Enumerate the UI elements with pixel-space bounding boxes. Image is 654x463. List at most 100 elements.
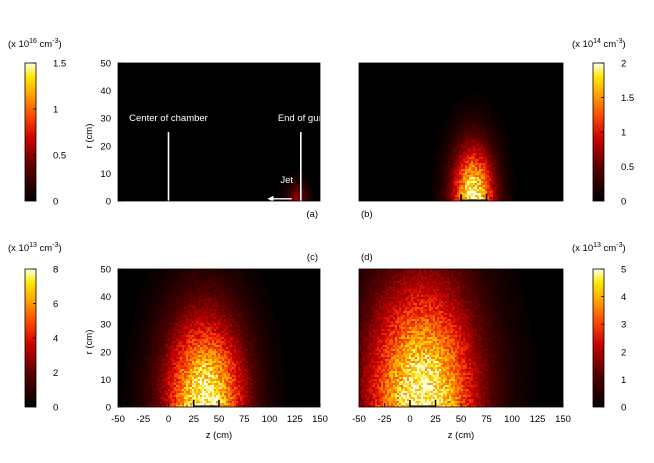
heatmap-cell	[140, 337, 142, 339]
heatmap-cell	[493, 179, 495, 181]
heatmap-cell	[491, 107, 493, 109]
heatmap-cell	[130, 355, 132, 357]
heatmap-cell	[493, 121, 495, 123]
heatmap-cell	[208, 377, 210, 379]
heatmap-cell	[455, 139, 457, 141]
heatmap-cell	[140, 397, 142, 399]
heatmap-cell	[142, 379, 144, 381]
heatmap-cell	[467, 101, 469, 103]
heatmap-cell	[206, 303, 208, 305]
heatmap-cell	[475, 99, 477, 101]
heatmap-cell	[164, 391, 166, 393]
heatmap-cell	[152, 349, 154, 351]
heatmap-cell	[202, 271, 204, 273]
heatmap-cell	[174, 367, 176, 369]
heatmap-cell	[180, 395, 182, 397]
heatmap-cell	[439, 149, 441, 151]
heatmap-cell	[455, 129, 457, 131]
heatmap-cell	[184, 349, 186, 351]
heatmap-cell	[170, 373, 172, 375]
heatmap-cell	[471, 175, 473, 177]
heatmap-cell	[130, 351, 132, 353]
heatmap-cell	[473, 195, 475, 197]
heatmap-cell	[148, 339, 150, 341]
heatmap-cell	[194, 303, 196, 305]
heatmap-cell	[180, 281, 182, 283]
heatmap-cell	[136, 393, 138, 395]
heatmap-cell	[176, 365, 178, 367]
heatmap-cell	[477, 161, 479, 163]
heatmap-cell	[455, 163, 457, 165]
heatmap-cell	[495, 117, 497, 119]
heatmap-cell	[298, 177, 300, 179]
heatmap-cell	[164, 349, 166, 351]
heatmap-cell	[168, 345, 170, 347]
heatmap-cell	[477, 131, 479, 133]
heatmap-cell	[186, 273, 188, 275]
heatmap-cell	[152, 393, 154, 395]
heatmap-cell	[160, 281, 162, 283]
heatmap-cell	[198, 341, 200, 343]
heatmap-cell	[491, 179, 493, 181]
heatmap-cell	[198, 309, 200, 311]
heatmap-cell	[467, 123, 469, 125]
heatmap-cell	[439, 177, 441, 179]
heatmap-cell	[208, 273, 210, 275]
heatmap-cell	[473, 99, 475, 101]
heatmap-cell	[467, 97, 469, 99]
heatmap-cell	[182, 401, 184, 403]
heatmap-cell	[146, 319, 148, 321]
heatmap-cell	[194, 379, 196, 381]
heatmap-cell	[210, 343, 212, 345]
heatmap-cell	[491, 121, 493, 123]
heatmap-cell	[172, 379, 174, 381]
heatmap-cell	[198, 329, 200, 331]
heatmap-cell	[463, 165, 465, 167]
heatmap-cell	[485, 151, 487, 153]
heatmap-cell	[152, 291, 154, 293]
heatmap-cell	[459, 105, 461, 107]
heatmap-cell	[499, 147, 501, 149]
heatmap-cell	[437, 183, 439, 185]
heatmap-cell	[190, 343, 192, 345]
heatmap-cell	[158, 377, 160, 379]
heatmap-cell	[206, 297, 208, 299]
heatmap-cell	[180, 297, 182, 299]
heatmap-cell	[150, 393, 152, 395]
heatmap-cell	[170, 327, 172, 329]
heatmap-cell	[497, 191, 499, 193]
colorbar-tick-label: 1.5	[621, 93, 634, 104]
heatmap-cell	[178, 381, 180, 383]
heatmap-cell	[168, 369, 170, 371]
heatmap-cell	[513, 181, 515, 183]
heatmap-cell	[144, 331, 146, 333]
heatmap-cell	[168, 327, 170, 329]
heatmap-cell	[204, 305, 206, 307]
heatmap-cell	[479, 123, 481, 125]
heatmap-cell	[513, 189, 515, 191]
heatmap-cell	[166, 275, 168, 277]
heatmap-cell	[469, 129, 471, 131]
heatmap-cell	[146, 395, 148, 397]
heatmap-cell	[481, 147, 483, 149]
heatmap-cell	[457, 163, 459, 165]
heatmap-cell	[505, 131, 507, 133]
heatmap-cell	[156, 391, 158, 393]
heatmap-cell	[487, 107, 489, 109]
heatmap-cell	[479, 165, 481, 167]
heatmap-cell	[194, 335, 196, 337]
heatmap-cell	[184, 395, 186, 397]
heatmap-cell	[509, 147, 511, 149]
heatmap-cell	[507, 141, 509, 143]
heatmap-cell	[477, 197, 479, 199]
heatmap-cell	[208, 287, 210, 289]
heatmap-cell	[144, 325, 146, 327]
heatmap-cell	[158, 323, 160, 325]
heatmap-cell	[210, 377, 212, 379]
heatmap-cell	[174, 387, 176, 389]
heatmap-cell	[186, 337, 188, 339]
heatmap-cell	[467, 175, 469, 177]
heatmap-cell	[437, 159, 439, 161]
heatmap-cell	[499, 145, 501, 147]
heatmap-cell	[451, 149, 453, 151]
